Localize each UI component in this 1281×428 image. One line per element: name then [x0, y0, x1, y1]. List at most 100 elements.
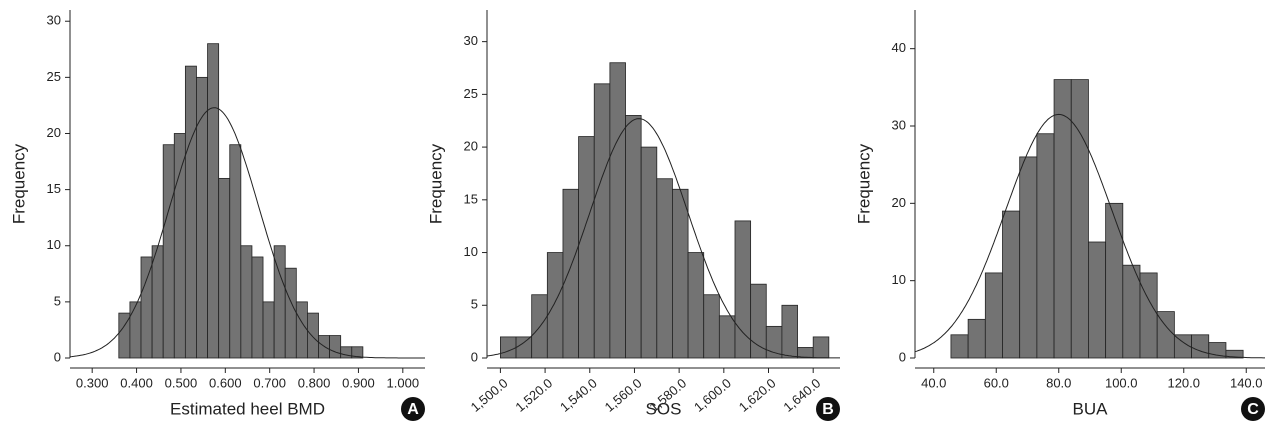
x-tick-label: 100.0 — [1105, 375, 1138, 390]
bar — [703, 294, 720, 359]
bar — [1139, 272, 1158, 359]
x-tick-label: 0.900 — [342, 375, 375, 390]
bar — [765, 325, 783, 359]
y-tick-label: 30 — [47, 13, 61, 28]
bar — [781, 304, 798, 359]
bar — [562, 188, 580, 359]
normal-curve — [914, 113, 1265, 359]
bar — [262, 301, 275, 359]
y-tick-label: 0 — [471, 349, 478, 364]
bar — [173, 133, 186, 359]
y-tick-label: 30 — [464, 33, 478, 48]
y-tick-label: 20 — [892, 195, 906, 210]
bar — [640, 146, 658, 359]
panel-badge — [1241, 397, 1265, 421]
bar — [284, 267, 297, 359]
x-tick-label: 0.600 — [209, 375, 242, 390]
bar — [140, 256, 153, 359]
x-tick-label: 0.400 — [120, 375, 153, 390]
x-tick-label: 40.0 — [921, 375, 946, 390]
bar — [1225, 349, 1244, 359]
x-axis-title: BUA — [1073, 399, 1109, 418]
x-tick-label: 0.300 — [76, 375, 109, 390]
bar — [687, 252, 705, 359]
bar — [950, 334, 969, 359]
y-tick-label: 40 — [892, 40, 906, 55]
panel-letter: C — [1247, 401, 1259, 418]
bar — [1122, 264, 1141, 359]
bar — [718, 315, 736, 359]
y-tick-label: 25 — [47, 69, 61, 84]
bar — [1019, 156, 1038, 359]
x-tick-label: 60.0 — [984, 375, 1009, 390]
bar — [351, 346, 364, 359]
bar — [329, 335, 342, 359]
bar — [1036, 133, 1055, 359]
y-tick-label: 0 — [899, 349, 906, 364]
y-tick-label: 20 — [47, 125, 61, 140]
y-tick-label: 0 — [54, 349, 61, 364]
x-tick-label: 1,620.0 — [736, 375, 779, 414]
x-tick-label: 0.700 — [253, 375, 286, 390]
bar — [240, 245, 253, 359]
panel-badge — [816, 397, 840, 421]
bar — [515, 336, 533, 359]
y-tick-label: 5 — [54, 293, 61, 308]
bar — [1070, 79, 1089, 359]
x-tick-label: 1,500.0 — [468, 375, 511, 414]
bar — [984, 272, 1003, 359]
x-tick-label: 120.0 — [1167, 375, 1200, 390]
y-axis-title: Frequency — [854, 143, 873, 224]
x-tick-label: 140.0 — [1230, 375, 1263, 390]
bar — [218, 177, 231, 359]
y-tick-label: 30 — [892, 117, 906, 132]
normal-curve — [486, 118, 840, 359]
bar — [1053, 79, 1072, 359]
y-tick-label: 15 — [464, 191, 478, 206]
panel-letter: B — [822, 401, 834, 418]
bar — [750, 283, 767, 359]
panel-badge — [401, 397, 425, 421]
bar — [184, 65, 197, 359]
x-tick-label: 1.000 — [387, 375, 420, 390]
normal-curve — [69, 107, 425, 359]
y-tick-label: 25 — [464, 86, 478, 101]
bar — [129, 301, 142, 359]
bar — [812, 336, 830, 359]
bar — [295, 301, 308, 359]
bar — [1191, 334, 1210, 359]
bar — [609, 62, 626, 359]
bar — [340, 346, 353, 359]
y-tick-label: 20 — [464, 139, 478, 154]
x-tick-label: 0.500 — [165, 375, 198, 390]
bar — [593, 83, 611, 359]
bar — [1002, 210, 1021, 359]
bar — [656, 178, 673, 359]
y-tick-label: 10 — [892, 272, 906, 287]
x-tick-label: 1,520.0 — [512, 375, 555, 414]
x-tick-label: 0.800 — [298, 375, 331, 390]
bar — [229, 144, 242, 359]
x-tick-label: 1,540.0 — [557, 375, 600, 414]
bar — [151, 245, 164, 359]
y-tick-label: 10 — [464, 244, 478, 259]
y-axis-title: Frequency — [9, 143, 28, 224]
bar — [672, 188, 689, 359]
x-tick-label: 80.0 — [1046, 375, 1071, 390]
bar — [967, 318, 986, 359]
bar — [207, 43, 220, 359]
bar — [1088, 241, 1107, 359]
x-tick-label: 1,560.0 — [602, 375, 645, 414]
y-tick-label: 15 — [47, 181, 61, 196]
bar — [625, 115, 642, 359]
x-tick-label: 1,600.0 — [691, 375, 734, 414]
bar — [251, 256, 264, 359]
bar — [578, 136, 595, 359]
bar — [196, 76, 208, 359]
bar — [162, 144, 175, 359]
bar — [307, 312, 319, 359]
x-axis-title: Estimated heel BMD — [170, 399, 325, 418]
panel-letter: A — [407, 401, 419, 418]
bar — [1105, 202, 1124, 359]
